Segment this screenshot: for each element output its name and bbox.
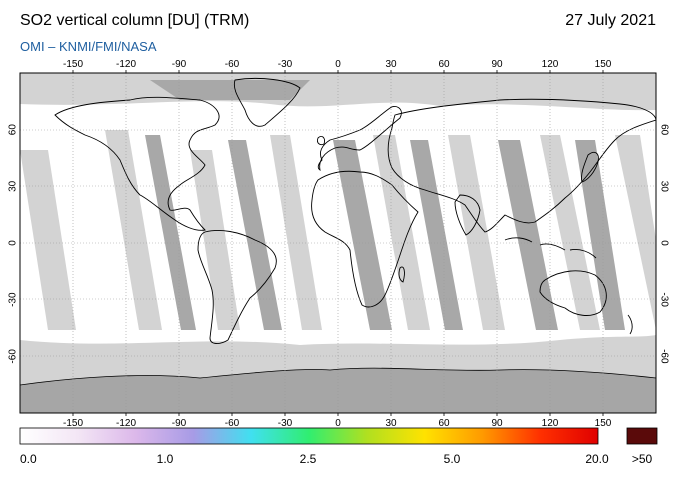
lon-tick-label: 0 — [335, 59, 341, 70]
colorbar-label-2: 2.5 — [299, 452, 317, 466]
lon-tick-label: 120 — [542, 59, 559, 70]
map-date: 27 July 2021 — [565, 12, 656, 29]
lon-tick-label: -120 — [116, 418, 136, 429]
lon-tick-label: 60 — [438, 59, 450, 70]
lon-tick-label: -60 — [225, 418, 240, 429]
lon-tick-label: 150 — [595, 59, 612, 70]
lon-tick-label: -90 — [172, 59, 187, 70]
lat-tick-label: 30 — [658, 181, 669, 193]
lon-tick-label: 60 — [438, 418, 450, 429]
credit-line: OMI – KNMI/FMI/NASA — [20, 39, 157, 54]
indonesia-coast — [504, 237, 597, 259]
colorbar-label-3: 5.0 — [443, 452, 461, 466]
lat-ticks-left: 60 30 0 -30 -60 — [8, 124, 19, 364]
lat-ticks-right: 60 30 0 -30 -60 — [658, 124, 669, 364]
colorbar-label-4: 20.0 — [585, 452, 609, 466]
africa-coast — [311, 170, 419, 308]
lat-tick-label: -60 — [8, 349, 19, 364]
lon-tick-label: 30 — [385, 59, 397, 70]
lon-tick-label: -120 — [116, 59, 136, 70]
lon-tick-label: -150 — [63, 418, 83, 429]
colorbar-overflow-label: >50 — [631, 452, 653, 466]
lat-tick-label: -30 — [8, 292, 19, 307]
lon-tick-label: 120 — [542, 418, 559, 429]
lon-tick-label: 90 — [491, 418, 503, 429]
lon-tick-label: -60 — [225, 59, 240, 70]
europe-coast — [317, 106, 402, 171]
lon-tick-label: 90 — [491, 59, 503, 70]
north-america-coast — [54, 96, 220, 231]
lon-tick-label: 150 — [595, 418, 612, 429]
lat-tick-label: 0 — [658, 240, 669, 246]
colorbar-label-1: 1.0 — [156, 452, 174, 466]
new-zealand-coast — [627, 314, 633, 335]
lon-tick-label: 0 — [335, 418, 341, 429]
japan-coast — [581, 151, 599, 183]
lon-tick-label: 30 — [385, 418, 397, 429]
lat-tick-label: 60 — [658, 124, 669, 136]
lon-tick-label: -30 — [278, 418, 293, 429]
australia-coast — [539, 270, 607, 316]
colorbar-label-0: 0.0 — [20, 452, 37, 466]
colorbar-overflow-swatch — [626, 427, 658, 445]
greenland-coast — [233, 78, 301, 127]
coastlines — [54, 78, 656, 344]
lon-ticks-top: -150 -120 -90 -60 -30 0 30 60 90 120 150 — [63, 59, 612, 73]
south-america-coast — [197, 229, 277, 344]
map-title: SO2 vertical column [DU] (TRM) — [20, 12, 250, 29]
madagascar-coast — [398, 266, 405, 283]
lon-tick-label: -150 — [63, 59, 83, 70]
colorbar — [19, 427, 599, 445]
india-coast — [454, 194, 481, 236]
graticule — [20, 73, 656, 413]
asia-coast — [387, 98, 656, 233]
lat-tick-label: -30 — [658, 292, 669, 307]
lat-tick-label: 0 — [8, 240, 19, 246]
orbit-swaths — [20, 130, 656, 330]
lon-tick-label: -90 — [172, 418, 187, 429]
lon-ticks-bottom: -150 -120 -90 -60 -30 0 30 60 90 120 150 — [63, 413, 612, 429]
lat-tick-label: -60 — [658, 349, 669, 364]
lat-tick-label: 60 — [8, 124, 19, 136]
lat-tick-label: 30 — [8, 180, 19, 192]
lon-tick-label: -30 — [278, 59, 293, 70]
uk-coast — [317, 135, 325, 146]
